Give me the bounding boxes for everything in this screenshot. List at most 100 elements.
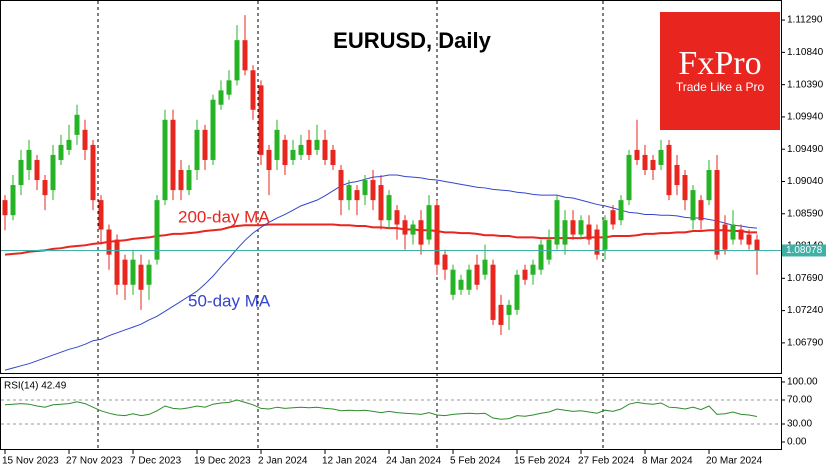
candle-body bbox=[74, 114, 80, 135]
bid-tag bbox=[782, 244, 826, 257]
candle-body bbox=[98, 200, 104, 230]
candle-body bbox=[50, 154, 56, 191]
logo bbox=[660, 12, 780, 130]
candle-body bbox=[490, 264, 496, 320]
y-tick-label: 1.11290 bbox=[787, 15, 823, 26]
candle-body bbox=[754, 239, 760, 251]
candle-body bbox=[18, 159, 24, 186]
rsi-title: RSI(14) 42.49 bbox=[4, 381, 67, 392]
candle-body bbox=[90, 144, 96, 201]
candle-body bbox=[394, 210, 400, 225]
candle-body bbox=[626, 154, 632, 201]
x-tick-label: 19 Dec 2023 bbox=[194, 456, 251, 467]
candle-body bbox=[450, 269, 456, 295]
candle-body bbox=[586, 224, 592, 240]
candle-body bbox=[146, 264, 152, 285]
candle-body bbox=[410, 224, 416, 235]
candle-body bbox=[418, 220, 424, 245]
candle-body bbox=[250, 70, 256, 110]
y-tick-label: 0.00 bbox=[787, 437, 807, 448]
candle-body bbox=[634, 149, 640, 160]
x-tick-label: 20 Mar 2024 bbox=[706, 456, 763, 467]
y-tick-label: 30.00 bbox=[787, 419, 812, 430]
rsi-panel bbox=[0, 377, 782, 450]
x-tick-label: 12 Jan 2024 bbox=[322, 456, 377, 467]
chart-title: EURUSD, Daily bbox=[333, 28, 491, 53]
candle-body bbox=[690, 190, 696, 221]
candle-body bbox=[570, 220, 576, 235]
candle-body bbox=[162, 119, 168, 201]
candle-body bbox=[442, 254, 448, 270]
y-tick-label: 1.09490 bbox=[787, 144, 824, 155]
candle-body bbox=[282, 139, 288, 165]
x-tick-label: 2 Jan 2024 bbox=[258, 456, 308, 467]
candle-body bbox=[122, 259, 128, 285]
candle-body bbox=[330, 149, 336, 165]
price-panel bbox=[0, 0, 782, 374]
candle-body bbox=[346, 185, 352, 201]
y-tick-label: 1.10390 bbox=[787, 79, 824, 90]
candle-body bbox=[354, 190, 360, 201]
candle-body bbox=[714, 170, 720, 255]
candle-body bbox=[522, 269, 528, 280]
candle-body bbox=[58, 144, 64, 160]
bid-label: 1.08078 bbox=[786, 245, 823, 256]
candle-body bbox=[306, 139, 312, 155]
candle-body bbox=[738, 229, 744, 240]
candle-body bbox=[554, 200, 560, 245]
x-tick-label: 8 Mar 2024 bbox=[642, 456, 693, 467]
candle-body bbox=[650, 159, 656, 171]
candle-body bbox=[10, 185, 16, 216]
candle-body bbox=[618, 200, 624, 221]
candle-body bbox=[402, 220, 408, 235]
candle-body bbox=[266, 149, 272, 171]
y-tick-label: 1.09940 bbox=[787, 112, 824, 123]
y-tick-label: 1.07240 bbox=[787, 305, 824, 316]
candle-body bbox=[218, 90, 224, 105]
candle-body bbox=[170, 119, 176, 191]
line-label: 200-day MA bbox=[178, 207, 270, 226]
candle-body bbox=[178, 170, 184, 191]
candle-body bbox=[26, 149, 32, 171]
line-label: 50-day MA bbox=[188, 291, 271, 310]
candle-body bbox=[322, 139, 328, 160]
candle-body bbox=[730, 224, 736, 240]
candle-body bbox=[194, 129, 200, 171]
candle-body bbox=[474, 264, 480, 285]
candle-body bbox=[2, 200, 8, 216]
candle-body bbox=[642, 154, 648, 171]
candle-body bbox=[706, 170, 712, 201]
candle-body bbox=[154, 200, 160, 260]
y-tick-label: 1.06790 bbox=[787, 338, 824, 349]
candle-body bbox=[682, 175, 688, 201]
candle-body bbox=[114, 239, 120, 285]
candle-body bbox=[594, 229, 600, 255]
candle-body bbox=[722, 224, 728, 250]
candle-body bbox=[362, 180, 368, 196]
candle-body bbox=[698, 200, 704, 221]
candle-body bbox=[234, 40, 240, 81]
candle-body bbox=[258, 85, 264, 155]
rsi-line bbox=[4, 399, 758, 420]
candle-body bbox=[378, 185, 384, 221]
x-tick-label: 15 Feb 2024 bbox=[514, 456, 571, 467]
candle-body bbox=[434, 205, 440, 265]
candle-body bbox=[226, 80, 232, 95]
x-tick-label: 27 Nov 2023 bbox=[66, 456, 123, 467]
candle-body bbox=[130, 259, 136, 285]
y-tick-label: 1.10840 bbox=[787, 47, 824, 58]
candle-body bbox=[290, 149, 296, 160]
y-tick-label: 1.09040 bbox=[787, 176, 824, 187]
candle-body bbox=[82, 129, 88, 150]
candle-body bbox=[658, 149, 664, 165]
candle-body bbox=[370, 180, 376, 201]
candle-body bbox=[546, 239, 552, 260]
candle-body bbox=[506, 304, 512, 315]
candle-body bbox=[578, 220, 584, 235]
candle-body bbox=[138, 264, 144, 290]
candle-body bbox=[210, 99, 216, 160]
candle-body bbox=[602, 220, 608, 250]
candle-body bbox=[338, 170, 344, 201]
candle-body bbox=[562, 220, 568, 245]
candle-body bbox=[106, 229, 112, 255]
